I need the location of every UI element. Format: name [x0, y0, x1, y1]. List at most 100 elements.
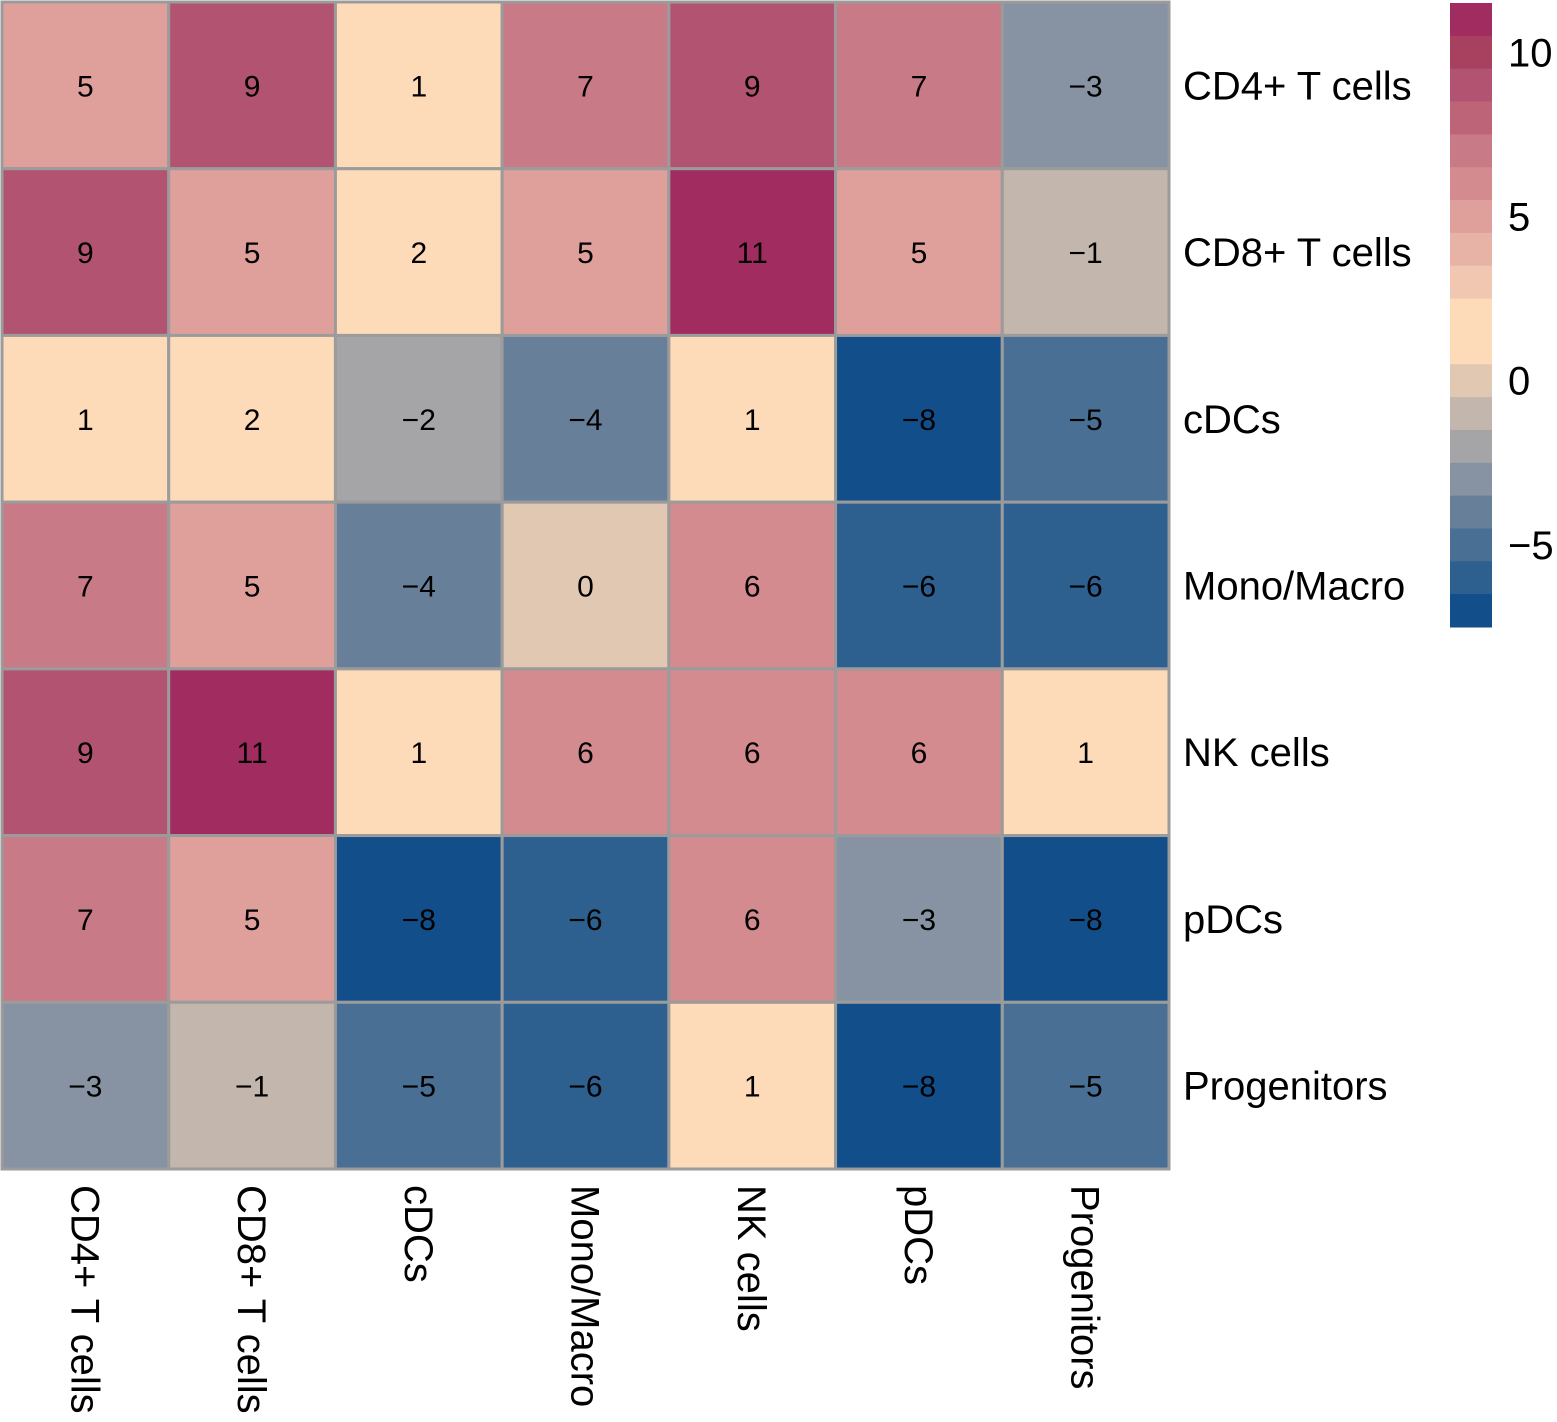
- heatmap-cell-rect: [167, 500, 337, 671]
- heatmap-cell: 9: [667, 0, 838, 171]
- cell-value-label: 6: [744, 904, 761, 937]
- heatmap-cell-rect: [500, 333, 671, 504]
- heatmap-cell-rect: [333, 167, 504, 337]
- heatmap-cell: −1: [167, 1000, 337, 1171]
- row-label: Mono/Macro: [1183, 565, 1405, 609]
- heatmap-cell: −5: [1000, 1000, 1171, 1171]
- cell-value-label: 6: [911, 737, 928, 770]
- heatmap-cell: 5: [500, 167, 671, 337]
- heatmap-cell-rect: [1000, 167, 1171, 337]
- cell-value-label: −1: [1069, 237, 1103, 270]
- heatmap-cell-rect: [834, 0, 1004, 171]
- heatmap-cell: 9: [0, 167, 171, 337]
- heatmap-cell: −6: [1000, 500, 1171, 671]
- cell-value-label: −1: [235, 1071, 269, 1104]
- heatmap-cell-rect: [0, 1000, 171, 1171]
- heatmap-cell: 5: [167, 834, 337, 1004]
- row-label: CD8+ T cells: [1183, 231, 1412, 275]
- legend-tick-labels: 10 5 0 −5: [1508, 31, 1554, 568]
- row-label: cDCs: [1183, 398, 1281, 442]
- cell-value-label: 6: [744, 737, 761, 770]
- heatmap-cell-rect: [500, 834, 671, 1004]
- heatmap-cell-rect: [500, 500, 671, 671]
- row-labels: CD4+ T cells CD8+ T cells cDCs Mono/Macro NK…: [1183, 64, 1412, 1108]
- cell-value-label: 7: [77, 904, 94, 937]
- heatmap-cell: 5: [834, 167, 1004, 337]
- legend-color-band: [1450, 265, 1492, 300]
- heatmap-cell: 1: [333, 0, 504, 171]
- heatmap-cell: −6: [500, 1000, 671, 1171]
- heatmap-cell-rect: [167, 333, 337, 504]
- legend-color-band: [1450, 200, 1492, 234]
- heatmap-cell: −5: [1000, 333, 1171, 504]
- column-label: CD8+ T cells: [229, 1185, 273, 1414]
- column-label: pDCs: [896, 1185, 940, 1285]
- cell-value-label: −8: [902, 404, 936, 437]
- column-label: CD4+ T cells: [62, 1185, 106, 1414]
- cell-value-label: 5: [577, 237, 594, 270]
- legend-color-band: [1450, 134, 1492, 168]
- heatmap-cell: 7: [0, 834, 171, 1004]
- cell-value-label: 7: [77, 571, 94, 604]
- heatmap-cell: −4: [333, 500, 504, 671]
- row-label: NK cells: [1183, 731, 1330, 775]
- legend-tick-label: 10: [1508, 31, 1553, 75]
- heatmap-cell: 6: [834, 667, 1004, 838]
- cell-value-label: 6: [744, 571, 761, 604]
- heatmap-cell: −8: [1000, 834, 1171, 1004]
- cell-value-label: 9: [77, 737, 94, 770]
- cell-value-label: −5: [402, 1071, 436, 1104]
- heatmap-cell-rect: [0, 500, 171, 671]
- heatmap-cell-rect: [333, 667, 504, 838]
- cell-value-label: −6: [1069, 571, 1103, 604]
- heatmap-cell: 5: [0, 0, 171, 171]
- heatmap-cell: −3: [0, 1000, 171, 1171]
- heatmap-cell: −1: [1000, 167, 1171, 337]
- cell-value-label: −3: [1069, 70, 1103, 103]
- heatmap-cell: −8: [834, 333, 1004, 504]
- cell-value-label: 1: [410, 70, 427, 103]
- cell-value-label: 5: [77, 70, 94, 103]
- cell-value-label: 7: [577, 70, 594, 103]
- heatmap-cell: 11: [167, 667, 337, 838]
- legend-color-band: [1450, 101, 1492, 135]
- heatmap-cell-rect: [1000, 333, 1171, 504]
- legend-color-band: [1450, 3, 1492, 37]
- cell-value-label: 9: [244, 70, 261, 103]
- column-labels: CD4+ T cells CD8+ T cells cDCs Mono/Macro NK…: [62, 1185, 1106, 1414]
- legend-color-band: [1450, 167, 1492, 201]
- row-label: Progenitors: [1183, 1065, 1388, 1109]
- legend-tick-label: 5: [1508, 195, 1530, 239]
- heatmap-cell: −3: [1000, 0, 1171, 171]
- heatmap-cell-rect: [500, 1000, 671, 1171]
- cell-value-label: −8: [1069, 904, 1103, 937]
- heatmap-cell: 7: [500, 0, 671, 171]
- legend-tick-label: −5: [1508, 524, 1554, 568]
- row-label: pDCs: [1183, 898, 1283, 942]
- cell-value-label: 6: [577, 737, 594, 770]
- cell-value-label: −3: [902, 904, 936, 937]
- heatmap-cell: 6: [667, 500, 838, 671]
- legend-color-band: [1450, 462, 1492, 497]
- heatmap-cell: 1: [333, 667, 504, 838]
- cell-value-label: 5: [244, 904, 261, 937]
- heatmap-cell-rect: [667, 834, 838, 1004]
- legend-color-band: [1450, 364, 1492, 398]
- heatmap-cell-rect: [333, 0, 504, 171]
- cell-value-label: −8: [402, 904, 436, 937]
- legend-color-band: [1450, 429, 1492, 464]
- heatmap-cell-rect: [834, 500, 1004, 671]
- legend-color-band: [1450, 495, 1492, 529]
- cell-value-label: 5: [244, 571, 261, 604]
- cell-value-label: 2: [244, 404, 261, 437]
- cell-value-label: −4: [402, 571, 436, 604]
- cell-value-label: −2: [402, 404, 436, 437]
- heatmap-cell-rect: [333, 333, 504, 504]
- cell-value-label: −6: [902, 571, 936, 604]
- legend-color-band: [1450, 331, 1492, 365]
- heatmap-cell: −4: [500, 333, 671, 504]
- legend-color-band: [1450, 298, 1492, 332]
- cell-value-label: 1: [77, 404, 94, 437]
- heatmap-cell-rect: [0, 834, 171, 1004]
- legend-color-band: [1450, 232, 1492, 267]
